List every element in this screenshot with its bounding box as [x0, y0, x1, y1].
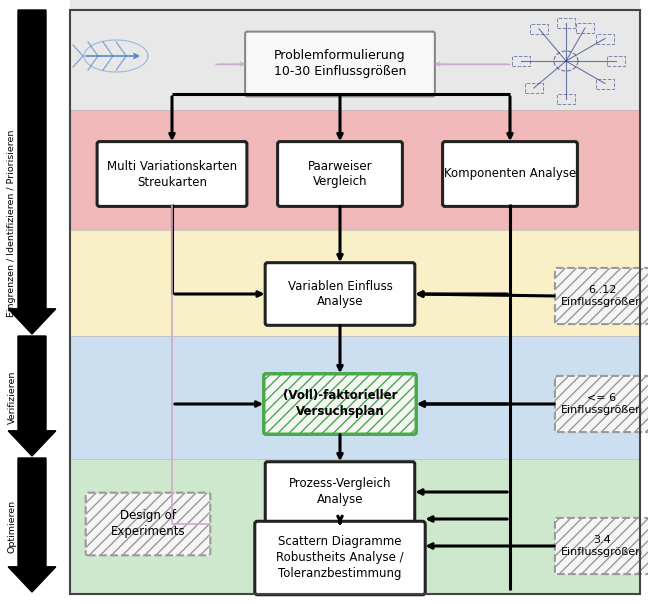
FancyBboxPatch shape	[264, 374, 416, 434]
Text: Prozess-Vergleich
Analyse: Prozess-Vergleich Analyse	[289, 478, 391, 507]
FancyBboxPatch shape	[97, 141, 247, 207]
FancyBboxPatch shape	[245, 31, 435, 97]
FancyBboxPatch shape	[555, 518, 648, 574]
Text: Problemformulierung
10-30 Einflussgrößen: Problemformulierung 10-30 Einflussgrößen	[274, 50, 406, 79]
Bar	[70, 459, 640, 593]
FancyBboxPatch shape	[277, 141, 402, 207]
Text: Verifizieren: Verifizieren	[8, 371, 16, 424]
FancyBboxPatch shape	[443, 141, 577, 207]
Polygon shape	[8, 10, 56, 334]
Text: <= 6
Einflussgrößen: <= 6 Einflussgrößen	[561, 393, 643, 415]
Bar	[596, 33, 614, 43]
Polygon shape	[8, 336, 56, 456]
FancyBboxPatch shape	[555, 376, 648, 432]
Text: Eingrenzen / Identifizieren / Priorisieren: Eingrenzen / Identifizieren / Priorisier…	[8, 130, 16, 317]
Bar	[70, 110, 640, 230]
Text: Multi Variationskarten
Streukarten: Multi Variationskarten Streukarten	[107, 159, 237, 188]
Bar	[576, 23, 594, 33]
Text: 3.4
Einflussgrößen: 3.4 Einflussgrößen	[561, 535, 643, 557]
Bar	[70, 336, 640, 459]
FancyBboxPatch shape	[86, 493, 211, 555]
Bar	[557, 94, 575, 104]
Text: (Voll)-faktorieller
Versuchsplan: (Voll)-faktorieller Versuchsplan	[283, 390, 397, 419]
Text: Optimieren: Optimieren	[8, 500, 16, 553]
Bar	[607, 56, 625, 66]
Polygon shape	[8, 458, 56, 592]
Bar	[596, 79, 614, 89]
Text: 6..12
Einflussgrößen: 6..12 Einflussgrößen	[561, 285, 643, 307]
FancyBboxPatch shape	[265, 462, 415, 522]
Bar	[70, 230, 640, 336]
Text: Scattern Diagramme
Robustheits Analyse /
Toleranzbestimmung: Scattern Diagramme Robustheits Analyse /…	[276, 536, 404, 580]
Bar	[525, 83, 543, 93]
FancyBboxPatch shape	[555, 268, 648, 324]
Bar	[530, 24, 548, 34]
Bar	[70, 10, 640, 594]
Text: Komponenten Analyse: Komponenten Analyse	[444, 167, 576, 181]
Text: Paarweiser
Vergleich: Paarweiser Vergleich	[308, 159, 373, 188]
Bar	[557, 18, 575, 28]
Bar	[70, 0, 640, 110]
FancyBboxPatch shape	[255, 521, 425, 595]
Bar	[512, 56, 530, 66]
Text: Variablen Einfluss
Analyse: Variablen Einfluss Analyse	[288, 280, 393, 309]
FancyBboxPatch shape	[265, 263, 415, 326]
Text: Design of
Experiments: Design of Experiments	[111, 510, 185, 539]
